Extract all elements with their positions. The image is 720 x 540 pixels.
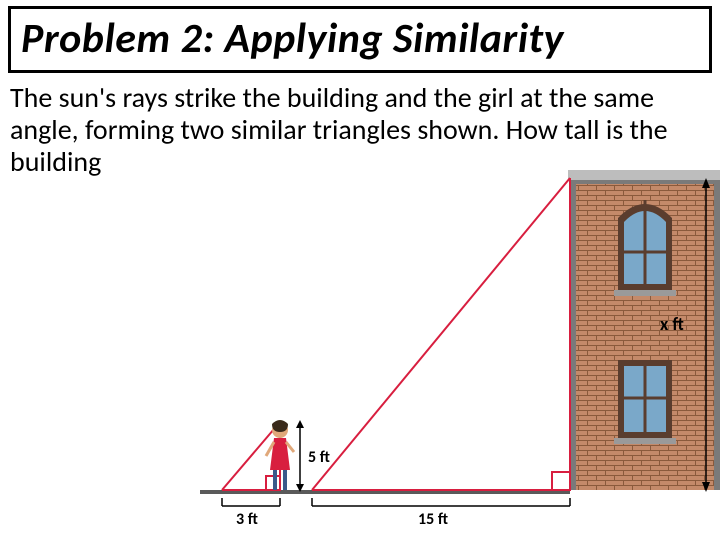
girl-shadow-label: 3 ft [236, 510, 258, 529]
building-shadow-label: 15 ft [418, 510, 448, 529]
building-roof [568, 170, 720, 180]
girl-hypotenuse [222, 422, 280, 490]
right-angle-building [552, 472, 570, 490]
building-trim [570, 180, 720, 184]
girl-shadow-bracket [222, 498, 280, 506]
building-hypotenuse [312, 178, 570, 490]
problem-body: The sun's rays strike the building and t… [10, 82, 710, 179]
girl-height-label: 5 ft [308, 448, 330, 467]
building-height-label: x ft [660, 313, 684, 335]
problem-title: Problem 2: Applying Similarity [21, 13, 699, 64]
similarity-diagram: 5 ft x ft 3 ft 15 ft [200, 170, 720, 540]
building-shadow-bracket [312, 498, 570, 506]
building-window-upper [614, 200, 676, 296]
building-window-lower [614, 360, 676, 444]
building-column-right [714, 184, 720, 490]
title-box: Problem 2: Applying Similarity [8, 6, 712, 73]
girl-height-arrow [296, 420, 304, 492]
